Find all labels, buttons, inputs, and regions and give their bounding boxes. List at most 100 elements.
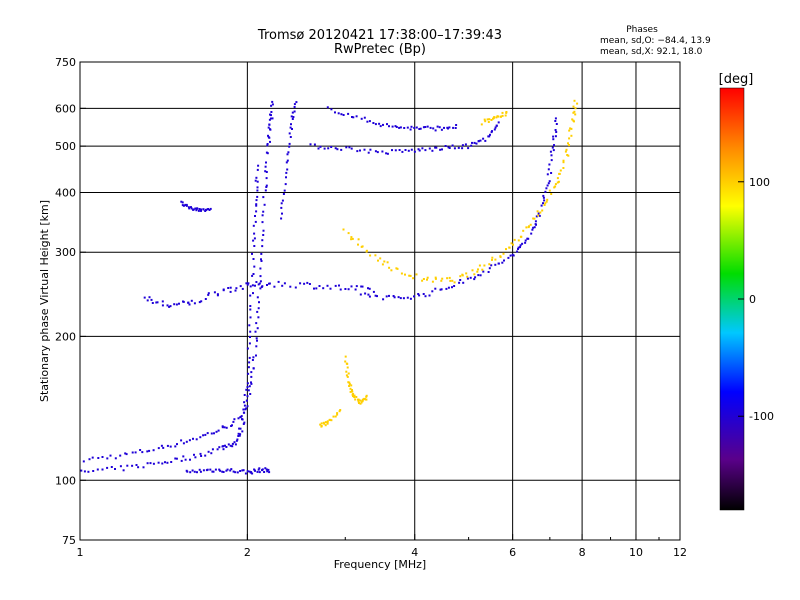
data-point: [359, 293, 362, 296]
data-point: [535, 215, 538, 218]
data-point: [101, 468, 104, 471]
x-tick-label: 8: [579, 546, 586, 559]
data-point: [189, 458, 191, 461]
data-point: [246, 347, 249, 350]
data-point: [241, 418, 244, 421]
data-point: [166, 461, 169, 464]
data-point: [263, 203, 266, 206]
data-point: [359, 399, 362, 402]
data-point: [198, 468, 201, 471]
data-point: [237, 417, 240, 420]
data-point: [490, 119, 493, 121]
data-point: [345, 370, 348, 373]
data-point: [257, 468, 260, 471]
data-point: [169, 305, 172, 308]
data-point: [239, 427, 242, 430]
data-point: [368, 120, 371, 123]
data-point: [256, 327, 259, 330]
data-point: [502, 252, 505, 255]
data-point: [255, 203, 258, 206]
data-point: [243, 401, 246, 404]
data-point: [554, 129, 557, 131]
data-point: [440, 128, 443, 131]
data-point: [448, 126, 451, 129]
data-point: [382, 298, 385, 301]
data-point: [259, 275, 262, 278]
data-point: [568, 129, 571, 132]
data-point: [200, 209, 202, 212]
data-point: [182, 300, 185, 303]
data-point: [407, 149, 410, 152]
data-point: [336, 412, 339, 415]
data-point: [280, 217, 283, 220]
data-point: [216, 293, 219, 296]
data-point: [501, 111, 504, 114]
data-point: [149, 462, 152, 465]
data-point: [249, 330, 252, 333]
data-point: [552, 149, 555, 152]
data-point: [355, 115, 358, 118]
data-point: [357, 238, 360, 241]
data-point: [91, 456, 94, 459]
data-point: [422, 126, 425, 129]
data-point: [210, 452, 213, 455]
data-point: [493, 128, 496, 131]
data-point: [361, 400, 364, 403]
data-point: [480, 123, 483, 126]
data-point: [546, 184, 549, 187]
data-point: [269, 128, 271, 131]
data-point: [174, 457, 177, 460]
data-point: [406, 296, 409, 299]
data-point: [255, 199, 258, 202]
data-point: [269, 140, 271, 143]
data-point: [454, 127, 457, 129]
data-point: [197, 209, 200, 212]
data-point: [347, 232, 350, 235]
data-point: [482, 270, 485, 273]
data-point: [249, 285, 252, 288]
data-point: [319, 423, 322, 426]
data-point: [131, 451, 134, 454]
data-point: [256, 186, 259, 189]
data-point: [289, 285, 292, 288]
data-point: [488, 267, 491, 270]
data-point: [252, 258, 255, 260]
data-point: [122, 469, 125, 472]
data-point: [289, 126, 292, 129]
data-point: [445, 287, 448, 290]
data-point: [359, 149, 361, 152]
data-point: [249, 305, 252, 307]
data-point: [195, 207, 198, 210]
data-point: [453, 281, 456, 284]
data-point: [265, 161, 267, 164]
data-point: [452, 126, 455, 129]
data-point: [542, 202, 544, 205]
data-point: [214, 468, 217, 471]
data-point: [258, 301, 260, 304]
data-point: [291, 118, 294, 120]
data-point: [266, 284, 268, 286]
data-point: [374, 123, 377, 126]
data-point: [255, 281, 258, 283]
data-point: [466, 275, 469, 278]
data-point: [263, 471, 266, 473]
data-point: [404, 273, 406, 276]
data-point: [206, 468, 209, 471]
data-point: [538, 214, 541, 217]
data-point: [178, 302, 180, 305]
data-point: [245, 388, 248, 391]
data-point: [188, 207, 191, 210]
data-point: [255, 337, 258, 340]
data-point: [513, 238, 516, 241]
data-point: [336, 148, 339, 151]
data-point: [347, 288, 350, 291]
data-point: [195, 438, 198, 441]
data-point: [233, 441, 236, 444]
data-point: [180, 459, 183, 462]
data-point: [190, 207, 193, 210]
data-point: [181, 201, 184, 204]
data-point: [266, 470, 269, 473]
data-point: [293, 106, 296, 108]
data-point: [268, 118, 271, 121]
